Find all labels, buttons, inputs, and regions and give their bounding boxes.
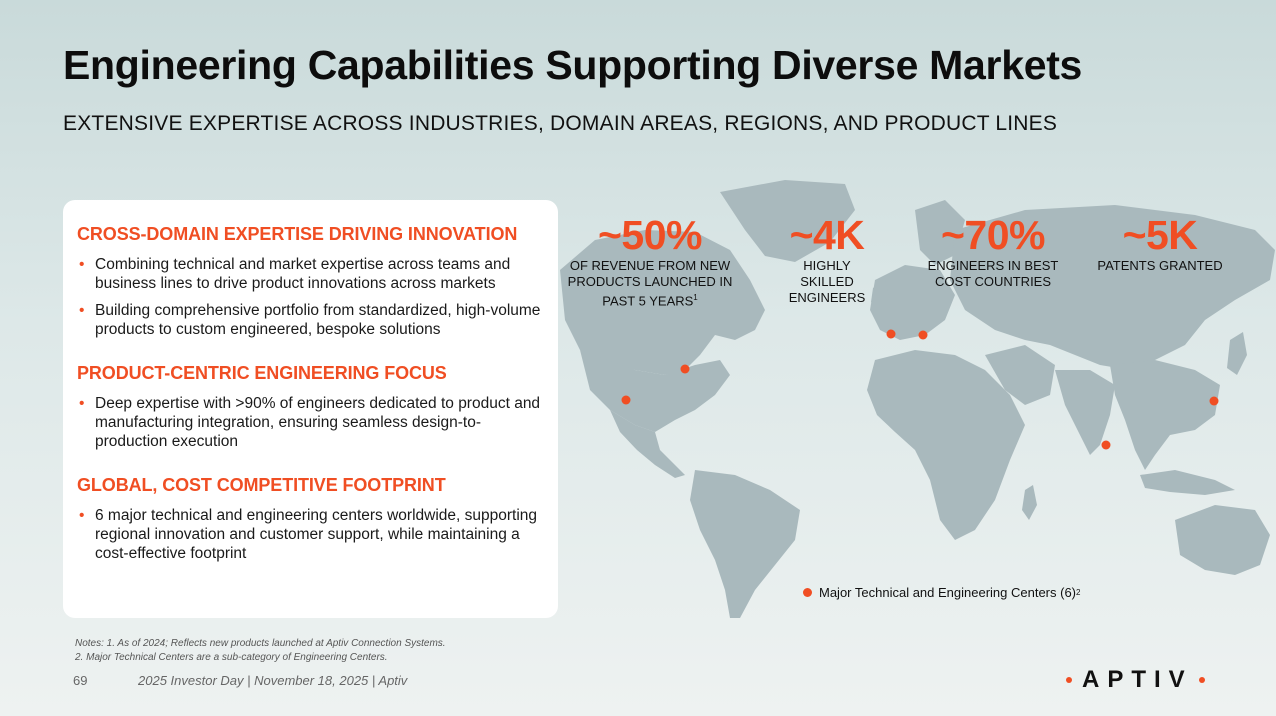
capabilities-panel: CROSS-DOMAIN EXPERTISE DRIVING INNOVATIO…	[63, 200, 558, 618]
stat-label: ENGINEERS IN BEST COST COUNTRIES	[927, 258, 1059, 289]
engineering-center-marker	[886, 329, 896, 339]
legend-footnote: 2	[1076, 588, 1081, 597]
stat-label: HIGHLY SKILLED ENGINEERS	[788, 258, 866, 305]
stat-value: ~70%	[940, 212, 1046, 258]
bullet-item: Deep expertise with >90% of engineers de…	[77, 394, 544, 451]
stat-value: ~4K	[789, 212, 865, 258]
map-legend: Major Technical and Engineering Centers …	[803, 585, 1080, 600]
footer-text: 2025 Investor Day | November 18, 2025 | …	[138, 673, 408, 688]
section-global-footprint: GLOBAL, COST COMPETITIVE FOOTPRINT 6 maj…	[77, 475, 544, 563]
bullet-item: Combining technical and market expertise…	[77, 255, 544, 293]
engineering-center-marker	[1101, 440, 1111, 450]
legend-dot-icon	[803, 588, 812, 597]
engineering-center-markers	[621, 329, 1219, 450]
stat-value: ~5K	[1122, 212, 1198, 258]
section-product-centric: PRODUCT-CENTRIC ENGINEERING FOCUS Deep e…	[77, 363, 544, 451]
page-title: Engineering Capabilities Supporting Dive…	[63, 42, 1083, 88]
section-heading: PRODUCT-CENTRIC ENGINEERING FOCUS	[77, 363, 447, 383]
section-heading: CROSS-DOMAIN EXPERTISE DRIVING INNOVATIO…	[77, 224, 518, 244]
stat-value: ~50%	[597, 212, 703, 258]
stat-best-cost: ~70% ENGINEERS IN BEST COST COUNTRIES	[918, 212, 1068, 290]
engineering-center-marker	[918, 330, 928, 340]
logo-dot-icon	[1066, 677, 1072, 683]
engineering-center-marker	[680, 364, 690, 374]
bullet-item: Building comprehensive portfolio from st…	[77, 301, 544, 339]
world-map	[560, 180, 1275, 618]
stat-patents: ~5K PATENTS GRANTED	[1085, 212, 1235, 274]
page-subtitle: EXTENSIVE EXPERTISE ACROSS INDUSTRIES, D…	[63, 112, 1058, 135]
section-heading: GLOBAL, COST COMPETITIVE FOOTPRINT	[77, 475, 446, 495]
stat-label: PATENTS GRANTED	[1097, 258, 1223, 273]
bullet-item: 6 major technical and engineering center…	[77, 506, 544, 563]
footnote-line: 2. Major Technical Centers are a sub-cat…	[75, 652, 388, 663]
aptiv-logo: APTIV	[1066, 666, 1205, 694]
stat-revenue: ~50% OF REVENUE FROM NEW PRODUCTS LAUNCH…	[565, 212, 735, 309]
section-cross-domain: CROSS-DOMAIN EXPERTISE DRIVING INNOVATIO…	[77, 224, 544, 339]
engineering-center-marker	[1209, 396, 1219, 406]
logo-text: APTIV	[1082, 666, 1193, 693]
engineering-center-marker	[621, 395, 631, 405]
stat-label: OF REVENUE FROM NEW PRODUCTS LAUNCHED IN…	[567, 258, 733, 309]
footnote-line: Notes: 1. As of 2024; Reflects new produ…	[75, 638, 446, 649]
stat-engineers: ~4K HIGHLY SKILLED ENGINEERS	[762, 212, 892, 306]
page-number: 69	[73, 673, 88, 688]
logo-dot-icon	[1198, 677, 1205, 683]
footnotes: Notes: 1. As of 2024; Reflects new produ…	[75, 637, 446, 665]
legend-label: Major Technical and Engineering Centers …	[819, 585, 1077, 600]
